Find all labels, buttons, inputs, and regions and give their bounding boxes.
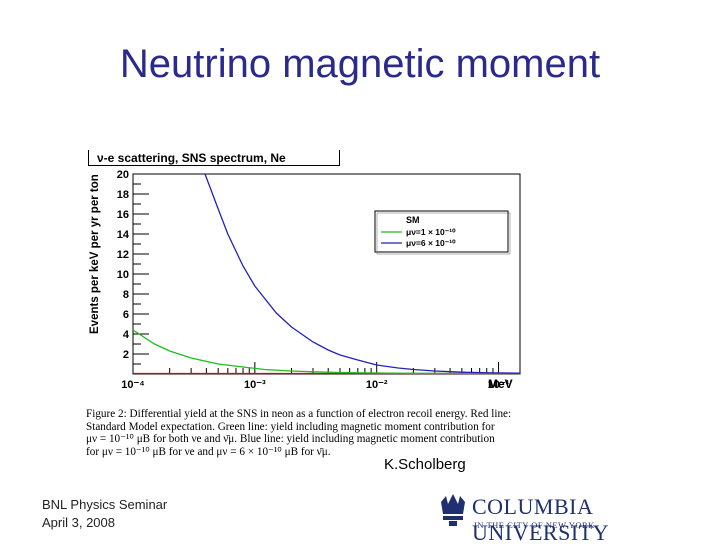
y-tick-label: 10 bbox=[117, 269, 129, 281]
legend-entry-blue: μν=6 × 10⁻¹⁰ bbox=[406, 238, 456, 248]
y-tick-label: 6 bbox=[123, 309, 129, 321]
plot-frame bbox=[132, 173, 521, 375]
footer-event: BNL Physics Seminar bbox=[42, 497, 168, 512]
y-tick-label: 14 bbox=[117, 229, 130, 241]
legend-entry-green: μν=1 × 10⁻¹⁰ bbox=[406, 227, 456, 237]
figure-caption: Figure 2: Differential yield at the SNS … bbox=[86, 408, 596, 458]
chart: 2 4 6 8 10 12 14 16 18 20 10⁻⁴ 10⁻³ 10⁻² 10⁻¹ Events … bbox=[89, 169, 521, 391]
y-tick-label: 8 bbox=[123, 289, 129, 301]
caption-line-1: Figure 2: Differential yield at the SNS … bbox=[86, 408, 512, 420]
footer-date: April 3, 2008 bbox=[42, 515, 115, 530]
x-axis-label: MeV bbox=[488, 377, 513, 391]
caption-line-2: Standard Model expectation. Green line: … bbox=[86, 420, 495, 433]
legend-title: SM bbox=[406, 215, 420, 225]
x-tick-label: 10⁻⁴ bbox=[121, 379, 144, 391]
caption-line-3: μν = 10⁻¹⁰ μB for both νe and ν̄μ. Blue … bbox=[86, 433, 495, 446]
caption-line-4: for μν = 10⁻¹⁰ μB for νe and μν = 6 × 10… bbox=[86, 445, 331, 458]
y-tick-label: 2 bbox=[123, 349, 129, 361]
series-line-green bbox=[132, 329, 520, 375]
author-credit: K.Scholberg bbox=[384, 456, 466, 473]
y-tick-label: 4 bbox=[123, 329, 130, 341]
legend: SM μν=1 × 10⁻¹⁰ μν=6 × 10⁻¹⁰ bbox=[374, 210, 511, 255]
crown-icon bbox=[441, 494, 465, 526]
y-tick-label: 20 bbox=[117, 169, 129, 181]
slide-title: Neutrino magnetic moment bbox=[119, 42, 601, 86]
series-line-blue bbox=[204, 173, 521, 374]
x-tick-label: 10⁻² bbox=[366, 379, 388, 391]
x-tick-label: 10⁻³ bbox=[244, 379, 266, 391]
y-tick-label: 18 bbox=[117, 189, 129, 201]
footer: BNL Physics Seminar April 3, 2008 bbox=[42, 496, 167, 532]
y-tick-label: 12 bbox=[117, 249, 129, 261]
y-tick-label: 16 bbox=[117, 209, 129, 221]
y-axis-label: Events per keV per yr per ton bbox=[89, 174, 101, 334]
x-tick-label: 10⁻¹ bbox=[488, 379, 510, 391]
chart-title: ν-e scattering, SNS spectrum, Ne bbox=[88, 150, 340, 166]
logo-subtext: IN THE CITY OF NEW YORK bbox=[474, 520, 595, 530]
columbia-logo: COLUMBIA UNIVERSITY IN THE CITY OF NEW Y… bbox=[438, 492, 698, 545]
